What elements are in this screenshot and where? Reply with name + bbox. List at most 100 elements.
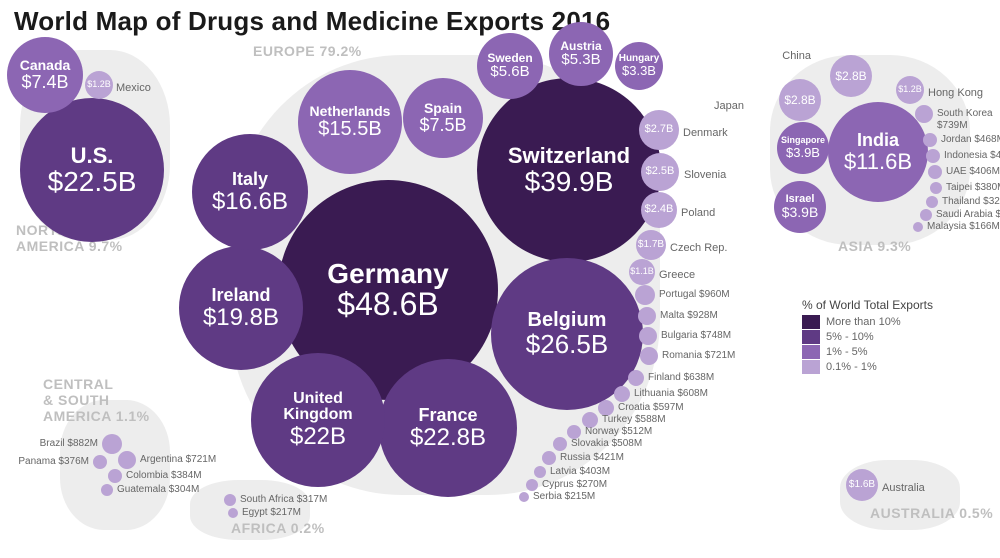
small-label: Slovakia $508M (571, 438, 642, 450)
small-bubble (108, 469, 122, 483)
small-bubble (930, 182, 942, 194)
bubble-name: Italy (232, 170, 268, 189)
small-bubble (926, 149, 940, 163)
bubble: $1.1B (629, 259, 655, 285)
legend-row: 1% - 5% (802, 345, 982, 359)
legend-swatch (802, 360, 820, 374)
legend-row: 5% - 10% (802, 330, 982, 344)
bubble-value: $48.6B (337, 288, 438, 322)
small-bubble (102, 434, 122, 454)
small-label: Latvia $403M (550, 466, 610, 478)
bubble-value: $3.9B (782, 205, 819, 220)
small-bubble (635, 285, 655, 305)
small-bubble (101, 484, 113, 496)
small-bubble (118, 451, 136, 469)
bubble-name: Belgium (528, 310, 607, 331)
bubble-value: $1.2B (87, 80, 111, 89)
bubble-name: United Kingdom (283, 391, 352, 425)
small-label: UAE $406M (946, 166, 1000, 178)
small-label: Portugal $960M (659, 289, 730, 301)
small-bubble (913, 222, 923, 232)
legend-swatch (802, 315, 820, 329)
small-bubble (224, 494, 236, 506)
small-label: Thailand $320M (942, 196, 1000, 208)
small-label: South Africa $317M (240, 494, 327, 506)
bubble: Canada$7.4B (7, 37, 83, 113)
bubble-value: $1.6B (849, 480, 875, 491)
bubble: Netherlands$15.5B (298, 70, 402, 174)
small-bubble (920, 209, 932, 221)
region-label-africa: AFRICA 0.2% (231, 520, 325, 536)
small-bubble (638, 307, 656, 325)
bubble-name: Netherlands (310, 104, 391, 119)
small-bubble (915, 105, 933, 123)
small-label: Lithuania $608M (634, 388, 708, 400)
small-label: Malaysia $166M (927, 221, 1000, 233)
page-title: World Map of Drugs and Medicine Exports … (14, 6, 610, 37)
small-label: Saudi Arabia $296M (936, 209, 1000, 221)
bubble-value: $7.5B (419, 116, 466, 135)
bubble-value: $1.7B (638, 240, 664, 251)
small-bubble (628, 370, 644, 386)
bubble: Singapore$3.9B (777, 122, 829, 174)
bubble: Hungary$3.3B (615, 42, 663, 90)
small-label: Jordan $468M (941, 134, 1000, 146)
small-bubble (567, 425, 581, 439)
bubble: Sweden$5.6B (477, 33, 543, 99)
small-label: Argentina $721M (140, 454, 216, 466)
legend-swatch (802, 330, 820, 344)
bubble: $1.2B (85, 71, 113, 99)
bubble-value: $1.2B (898, 85, 922, 94)
legend-label: 1% - 5% (826, 346, 868, 358)
small-bubble (228, 508, 238, 518)
bubble-ext-label: Japan (714, 100, 744, 113)
bubble: U.S.$22.5B (20, 98, 164, 242)
small-label: Malta $928M (660, 310, 718, 322)
small-label: Cyprus $270M (542, 479, 607, 491)
small-bubble (542, 451, 556, 465)
small-label: Croatia $597M (618, 402, 684, 414)
legend-label: 0.1% - 1% (826, 361, 877, 373)
small-label: Turkey $588M (602, 414, 666, 426)
region-label-australia: AUSTRALIA 0.5% (870, 505, 993, 521)
region-label-asia: ASIA 9.3% (838, 238, 911, 254)
legend-row: 0.1% - 1% (802, 360, 982, 374)
bubble: $2.8B (830, 55, 872, 97)
bubble: $2.4B (641, 192, 677, 228)
bubble-ext-label: Hong Kong (928, 87, 983, 100)
small-label: Serbia $215M (533, 491, 595, 503)
small-label: Indonesia $443M (944, 150, 1000, 162)
legend-swatch (802, 345, 820, 359)
bubble-ext-label: China (782, 50, 811, 63)
bubble: $2.5B (641, 153, 679, 191)
small-label: Colombia $384M (126, 470, 202, 482)
bubble-ext-label: Poland (681, 207, 715, 220)
bubble-value: $5.3B (561, 52, 600, 68)
small-bubble (526, 479, 538, 491)
bubble-ext-label: Greece (659, 269, 695, 282)
small-label: Russia $421M (560, 452, 624, 464)
bubble-value: $19.8B (203, 305, 279, 330)
bubble-value: $2.4B (645, 204, 674, 216)
small-label: South Korea $739M (937, 108, 993, 131)
legend-label: More than 10% (826, 316, 901, 328)
bubble-value: $15.5B (318, 119, 381, 140)
bubble: Spain$7.5B (403, 78, 483, 158)
bubble: France$22.8B (379, 359, 517, 497)
legend-row: More than 10% (802, 315, 982, 329)
small-label: Brazil $882M (40, 438, 98, 450)
bubble-ext-label: Czech Rep. (670, 242, 727, 255)
bubble-value: $16.6B (212, 189, 288, 214)
small-bubble (534, 466, 546, 478)
small-label: Romania $721M (662, 350, 735, 362)
small-label: Taipei $380M (946, 182, 1000, 194)
bubble: $2.7B (639, 110, 679, 150)
small-bubble (614, 386, 630, 402)
small-bubble (553, 437, 567, 451)
bubble-name: Switzerland (508, 144, 630, 167)
small-bubble (923, 133, 937, 147)
small-label: Norway $512M (585, 426, 652, 438)
bubble: Italy$16.6B (192, 134, 308, 250)
bubble: Austria$5.3B (549, 22, 613, 86)
small-bubble (519, 492, 529, 502)
